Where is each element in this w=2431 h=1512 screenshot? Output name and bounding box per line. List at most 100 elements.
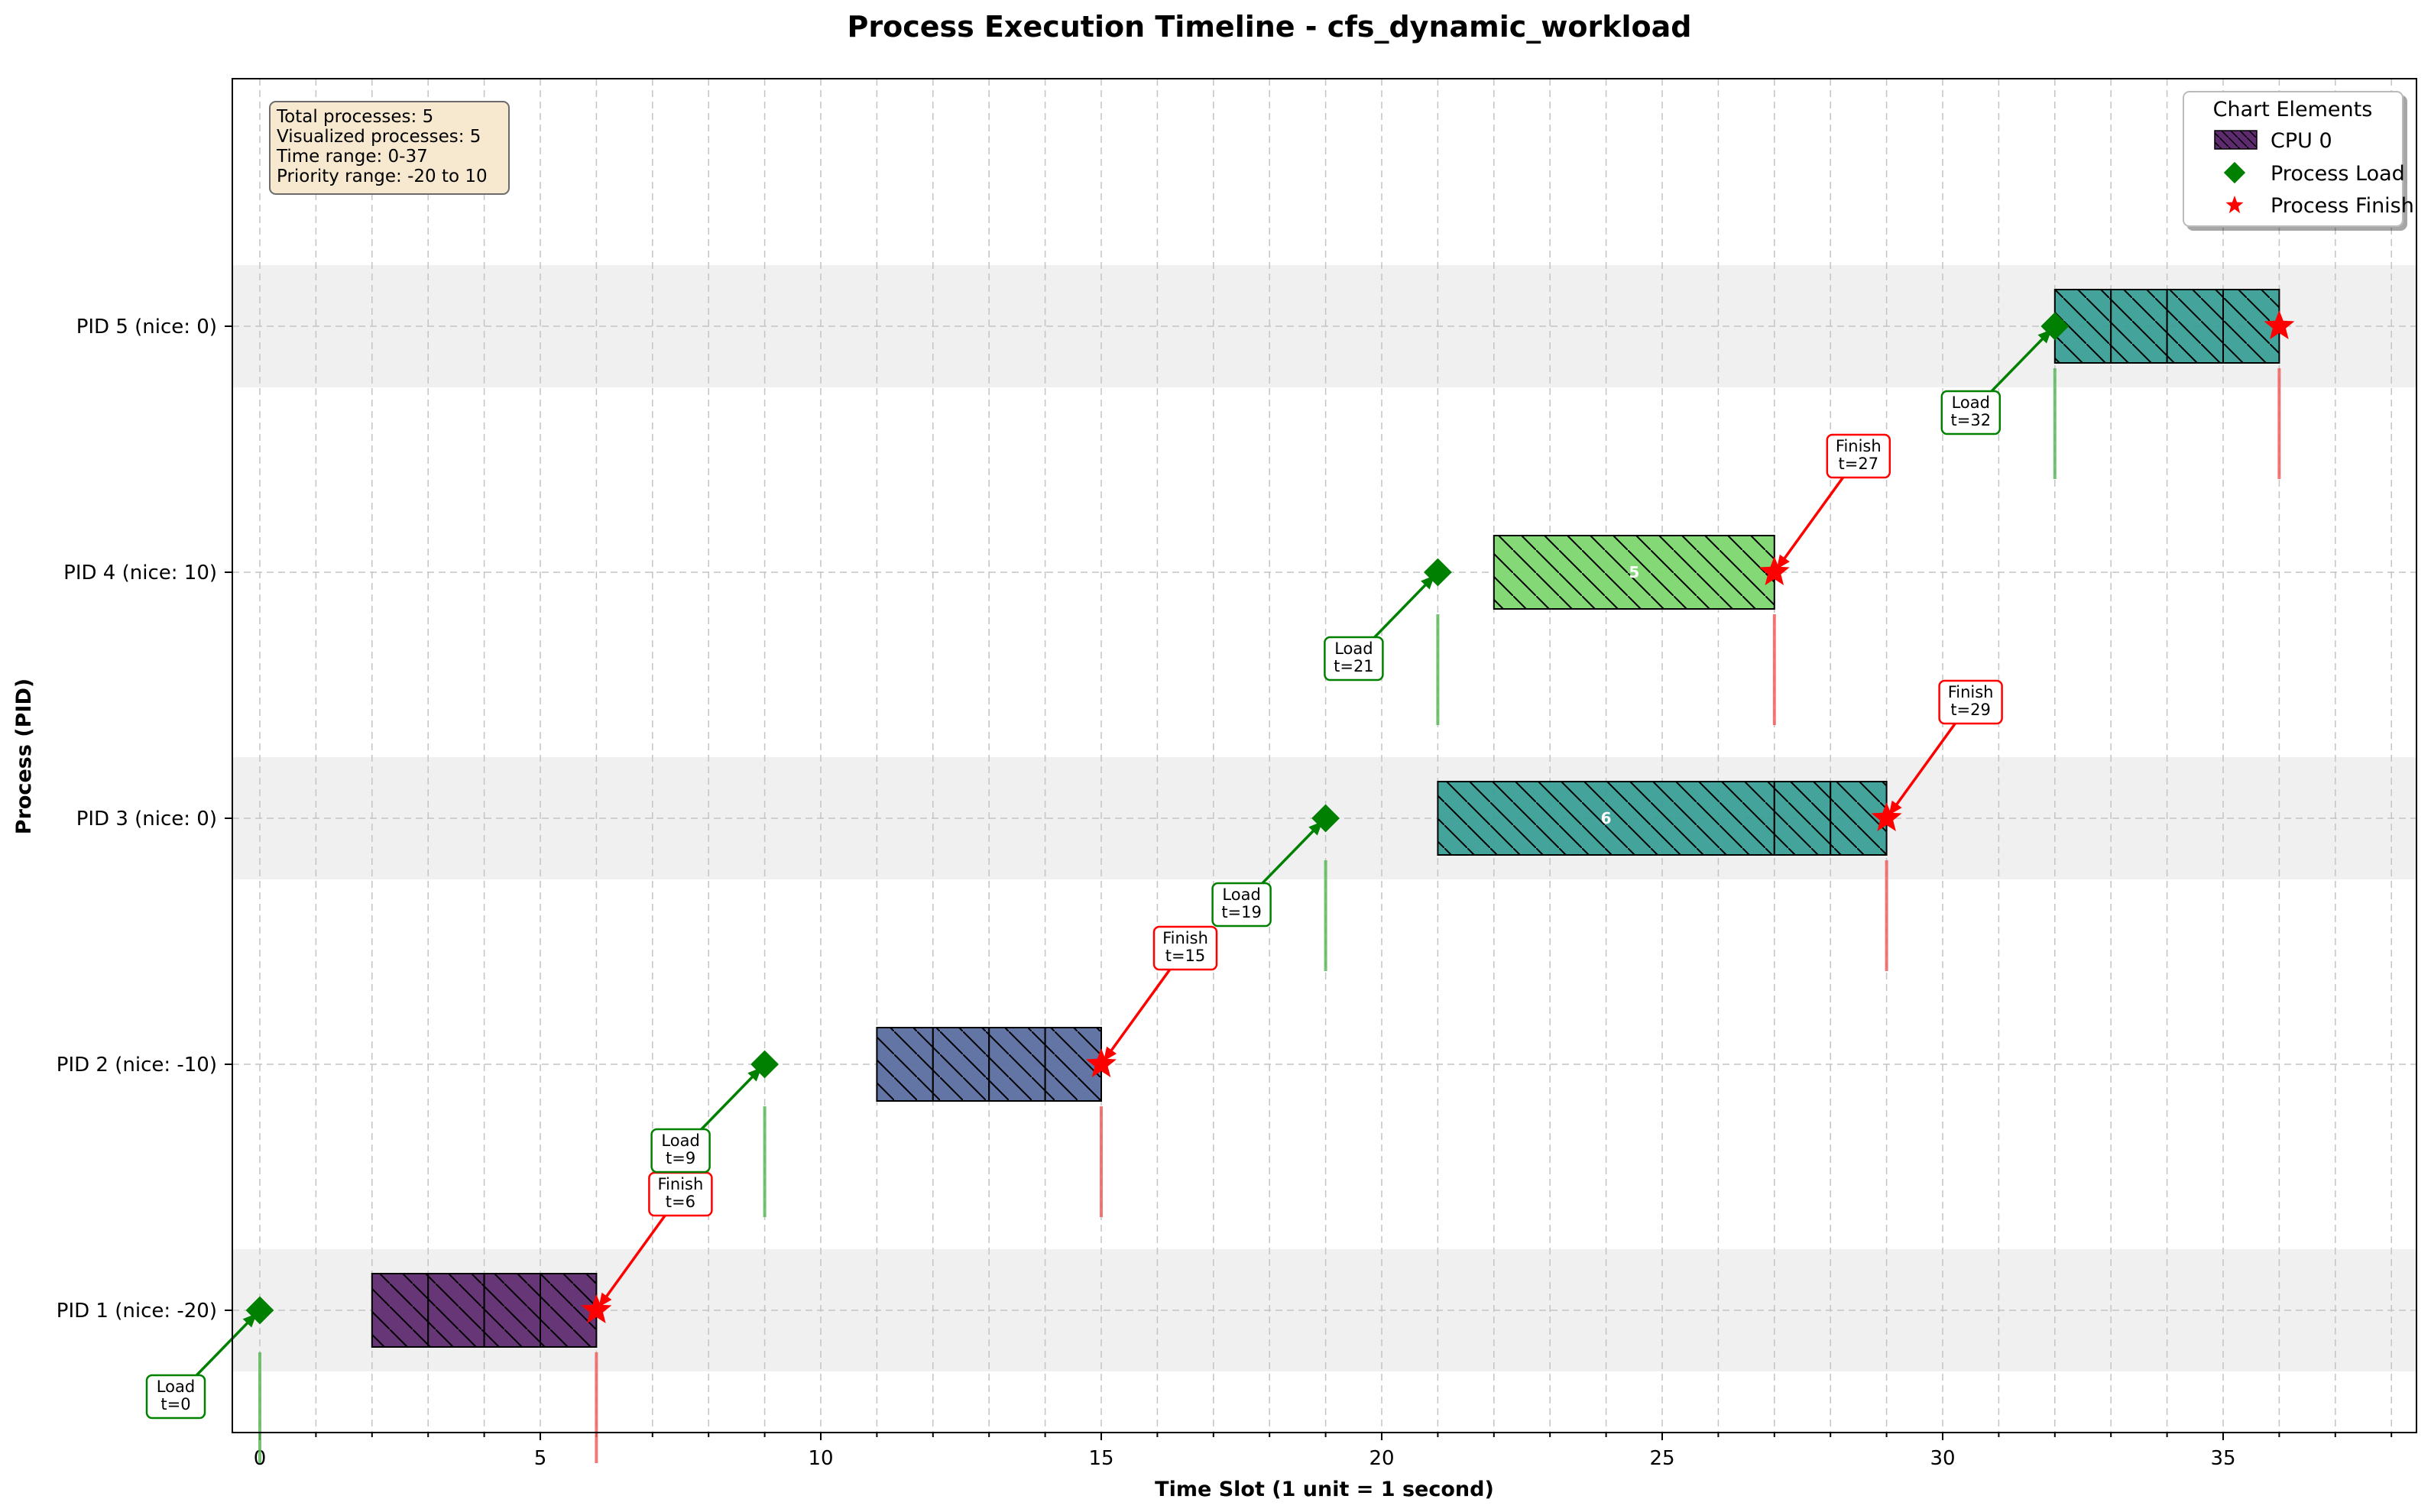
legend: Chart Elements CPU 0 Process Load Proces… — [2183, 91, 2414, 227]
legend-load-label: Process Load — [2271, 162, 2405, 186]
load-annotation-pid-4-text-1: t=21 — [1334, 657, 1374, 675]
x-tick-label-30: 30 — [1930, 1447, 1955, 1470]
grid-lines — [232, 79, 2416, 1433]
plot-frame — [232, 78, 2417, 1433]
info-priority-range: Priority range: -20 to 10 — [277, 167, 488, 186]
finish-annotation-pid-1-text-1: t=6 — [666, 1193, 695, 1211]
x-tick-label-10: 10 — [808, 1447, 833, 1470]
legend-cpu-label: CPU 0 — [2271, 129, 2332, 153]
finish-annotation-pid-2-arrowhead — [1104, 1046, 1117, 1061]
finish-annotation-pid-3-text-0: Finish — [1948, 683, 1994, 701]
event-annotations: Loadt=0Finisht=6Loadt=9Finisht=15Loadt=1… — [145, 328, 2053, 1420]
bar-hatch-pid-2-1 — [932, 1028, 990, 1101]
load-annotation-pid-5-text-0: Load — [1952, 393, 1990, 412]
load-annotation-pid-1-text-0: Load — [157, 1378, 195, 1396]
bar-hatch-pid-3-0 — [1438, 782, 1775, 855]
info-time-range: Time range: 0-37 — [276, 147, 428, 167]
load-annotation-pid-2-box — [650, 1128, 711, 1174]
y-tick-label-pid-4: PID 4 (nice: 10) — [63, 562, 217, 584]
info-visualized: Visualized processes: 5 — [277, 127, 481, 147]
y-axis-label: Process (PID) — [12, 678, 36, 834]
finish-marker-pid-2 — [1086, 1048, 1117, 1077]
finish-annotation-pid-4-box — [1826, 433, 1891, 479]
load-annotation-pid-2-text-1: t=9 — [666, 1149, 695, 1167]
legend-load-diamond-icon — [2223, 161, 2246, 184]
bar-hatch-pid-5-1 — [2111, 290, 2167, 363]
finish-annotation-pid-2-text-0: Finish — [1162, 929, 1208, 947]
finish-marker-pid-3 — [1871, 802, 1902, 831]
bar-hatch-pid-2-3 — [1045, 1028, 1101, 1101]
bar-hatch-pid-5-2 — [2167, 290, 2223, 363]
bar-hatch-pid-5-3 — [2223, 290, 2280, 363]
legend-finish-star-icon — [2225, 196, 2244, 214]
load-annotation-pid-5-text-1: t=32 — [1951, 411, 1992, 429]
load-annotation-pid-2-text-0: Load — [661, 1132, 699, 1150]
finish-annotation-pid-3-arrowhead — [1888, 800, 1902, 815]
x-tick-label-15: 15 — [1088, 1447, 1113, 1470]
bar-hatch-pid-1-2 — [484, 1274, 540, 1347]
finish-annotation-pid-3-box — [1938, 679, 2003, 725]
bar-hatch-pid-2-0 — [877, 1028, 933, 1101]
finish-marker-pid-1 — [581, 1294, 612, 1323]
x-tick-label-35: 35 — [2210, 1447, 2235, 1470]
finish-annotation-pid-3-text-1: t=29 — [1950, 701, 1991, 719]
legend-finish-label: Process Finish — [2271, 194, 2414, 218]
y-tick-label-pid-2: PID 2 (nice: -10) — [57, 1054, 217, 1077]
finish-annotation-pid-1-text-0: Finish — [658, 1175, 704, 1193]
load-marker-pid-1 — [245, 1296, 274, 1325]
bar-hatch-pid-3-1 — [1774, 782, 1831, 855]
finish-annotation-pid-4-text-0: Finish — [1836, 437, 1882, 455]
info-box: Total processes: 5 Visualized processes:… — [269, 101, 510, 195]
y-tick-label-pid-1: PID 1 (nice: -20) — [57, 1300, 217, 1323]
load-annotation-pid-3-text-0: Load — [1222, 886, 1260, 904]
axis-ticks: 05101520253035PID 1 (nice: -20)PID 2 (ni… — [57, 316, 2393, 1470]
load-marker-pid-4 — [1424, 558, 1452, 587]
finish-annotation-pid-4-arrowhead — [1776, 554, 1790, 569]
load-annotation-pid-4-box — [1324, 636, 1384, 682]
finish-annotation-pid-4-text-1: t=27 — [1839, 455, 1879, 473]
load-marker-pid-3 — [1311, 804, 1340, 833]
bar-hatch-pid-1-1 — [428, 1274, 485, 1347]
load-annotation-pid-1-text-1: t=0 — [160, 1395, 190, 1413]
bar-hatch-pid-1-0 — [371, 1274, 429, 1347]
legend-item-load: Process Load — [2223, 161, 2405, 186]
legend-item-cpu: CPU 0 — [2214, 129, 2332, 153]
y-tick-label-pid-3: PID 3 (nice: 0) — [76, 808, 217, 830]
chart-title: Process Execution Timeline - cfs_dynamic… — [848, 10, 1692, 44]
x-tick-label-5: 5 — [534, 1447, 547, 1470]
legend-title: Chart Elements — [2213, 98, 2373, 121]
x-tick-label-25: 25 — [1649, 1447, 1674, 1470]
info-total: Total processes: 5 — [276, 107, 433, 127]
load-marker-pid-5 — [2040, 312, 2070, 341]
load-annotation-pid-5-box — [1940, 390, 2002, 435]
finish-marker-pid-5 — [2264, 310, 2295, 339]
bar-duration-label-pid-3: 6 — [1601, 809, 1612, 827]
bar-hatch-pid-2-2 — [989, 1028, 1045, 1101]
load-annotation-pid-4-text-0: Load — [1334, 639, 1373, 658]
bar-hatch-pid-1-3 — [540, 1274, 597, 1347]
load-marker-pid-2 — [750, 1050, 779, 1079]
finish-annotation-pid-2-box — [1152, 925, 1218, 971]
legend-item-finish: Process Finish — [2225, 194, 2414, 218]
load-annotation-pid-3-text-1: t=19 — [1221, 903, 1262, 921]
finish-annotation-pid-2-text-1: t=15 — [1165, 947, 1206, 965]
execution-bars: 65 — [371, 289, 2280, 1348]
bar-hatch-pid-4-0 — [1493, 536, 1775, 609]
bar-hatch-pid-3-2 — [1830, 782, 1887, 855]
finish-marker-pid-4 — [1758, 556, 1790, 585]
y-tick-label-pid-5: PID 5 (nice: 0) — [76, 316, 217, 338]
load-annotation-pid-1-box — [145, 1374, 206, 1420]
bar-duration-label-pid-4: 5 — [1629, 563, 1639, 581]
event-markers — [245, 310, 2295, 1325]
